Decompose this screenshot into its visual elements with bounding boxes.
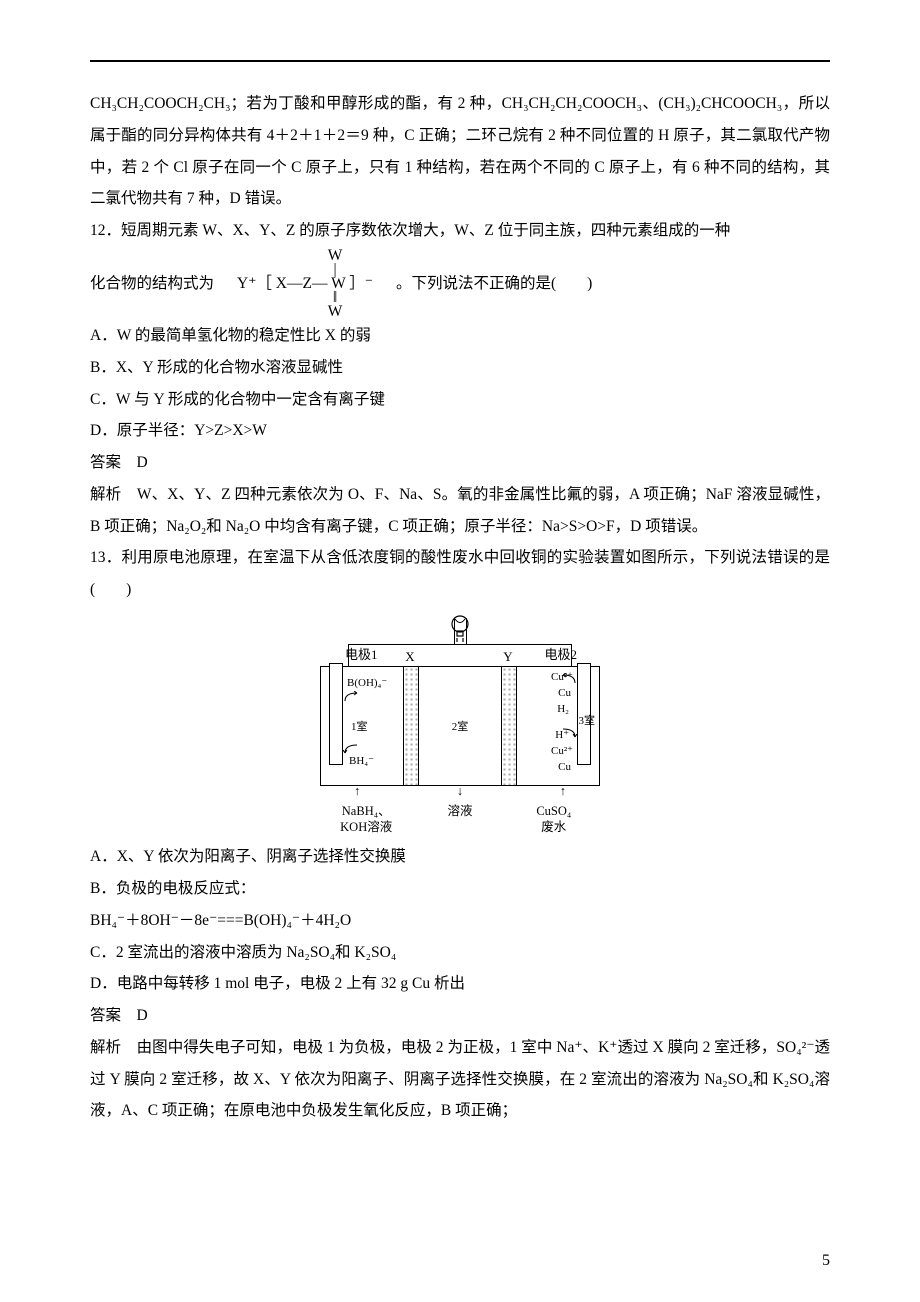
q13-stem: 13．利用原电池原理，在室温下从含低浓度铜的酸性废水中回收铜的实验装置如图所示，… [90, 542, 830, 606]
ch3-label: 3室 [579, 715, 596, 728]
chamber-3: 电极2 Cu²⁺ Cu H₂ 3室 H⁺ Cu²⁺ Cu [517, 667, 599, 785]
q12-stem-prefix: 化合物的结构式为 [90, 268, 214, 300]
q13-opt-b-eq: BH₄⁻＋8OH⁻－8e⁻===B(OH)₄⁻＋4H₂O [90, 905, 830, 937]
q13-opt-c: C．2 室流出的溶液中溶质为 Na₂SO₄和 K₂SO₄ [90, 937, 830, 969]
electrode-2 [577, 663, 591, 765]
below-mid-text: 溶液 [414, 804, 506, 820]
q13-opt-b: B．负极的电极反应式： [90, 873, 830, 905]
below-labels: NaBH₄、 KOH溶液 溶液 CuSO₄ 废水 [320, 804, 600, 835]
formula-bot: W [328, 303, 343, 320]
arrow-icon-2 [559, 727, 577, 739]
chamber-2: 2室 [419, 667, 501, 785]
below-left-l1: NaBH₄、 [320, 804, 412, 820]
outlet-arrows: ↑ ↓ ↑ [320, 786, 600, 798]
q12-answer: 答案 D [90, 447, 830, 479]
below-mid: 溶液 [414, 804, 506, 835]
diagram-container: 电极1 B(OH)₄⁻ 1室 BH₄⁻ X [305, 614, 615, 835]
bulb-icon [305, 614, 615, 642]
membrane-x-label: X [403, 649, 417, 665]
q12-stem-suffix: 。下列说法不正确的是( ) [396, 268, 592, 300]
arrow-down-icon [343, 743, 361, 755]
arrow-up-icon-2: ↑ [354, 784, 360, 799]
below-right-l1: CuSO₄ [508, 804, 600, 820]
membrane-y [501, 667, 517, 785]
ch1-boh4: B(OH)₄⁻ [347, 677, 387, 690]
below-left: NaBH₄、 KOH溶液 [320, 804, 412, 835]
q12-structural-formula: W | Y⁺［ X—Z— W ］⁻ ‖ W [220, 247, 390, 320]
q13-diagram: 电极1 B(OH)₄⁻ 1室 BH₄⁻ X [90, 614, 830, 835]
prev-explanation-tail: CH₃CH₂COOCH₂CH₃；若为丁酸和甲醇形成的酯，有 2 种，CH₃CH₂… [90, 88, 830, 215]
q13-explanation: 解析 由图中得失电子可知，电极 1 为负极，电极 2 为正极，1 室中 Na⁺、… [90, 1032, 830, 1127]
cell-body: 电极1 B(OH)₄⁻ 1室 BH₄⁻ X [320, 666, 600, 786]
ch2-label: 2室 [452, 721, 469, 734]
q13-opt-a: A．X、Y 依次为阳离子、阴离子选择性交换膜 [90, 841, 830, 873]
arrow-up-icon [343, 691, 361, 703]
chamber-1: 电极1 B(OH)₄⁻ 1室 BH₄⁻ [321, 667, 403, 785]
membrane-y-label: Y [501, 649, 515, 665]
electrode1-label: 电极1 [345, 647, 378, 663]
ch3-h2: H₂ [557, 703, 569, 716]
below-right-l2: 废水 [508, 820, 600, 836]
arrow-down-icon-2: ↓ [457, 784, 463, 799]
electrode2-label: 电极2 [544, 647, 577, 663]
ch3-cu-bot: Cu [558, 761, 571, 774]
arrow-up-icon-3: ↑ [560, 784, 566, 799]
q13-answer: 答案 D [90, 1000, 830, 1032]
ch1-label: 1室 [351, 721, 368, 734]
q12-opt-a: A．W 的最简单氢化物的稳定性比 X 的弱 [90, 320, 830, 352]
q12-opt-b: B．X、Y 形成的化合物水溶液显碱性 [90, 352, 830, 384]
q12-opt-c: C．W 与 Y 形成的化合物中一定含有离子键 [90, 384, 830, 416]
cell-outer: 电极1 B(OH)₄⁻ 1室 BH₄⁻ X [320, 644, 600, 835]
ch3-cu-top: Cu [558, 687, 571, 700]
page: CH₃CH₂COOCH₂CH₃；若为丁酸和甲醇形成的酯，有 2 种，CH₃CH₂… [0, 0, 920, 1302]
ch1-bh4: BH₄⁻ [349, 755, 374, 768]
electrode-1 [329, 663, 343, 765]
below-left-l2: KOH溶液 [320, 820, 412, 836]
membrane-x [403, 667, 419, 785]
ch3-cu2-bot: Cu²⁺ [551, 745, 573, 758]
top-rule [90, 60, 830, 62]
q12-opt-d: D．原子半径：Y>Z>X>W [90, 415, 830, 447]
page-number: 5 [822, 1245, 830, 1278]
q12-explanation: 解析 W、X、Y、Z 四种元素依次为 O、F、Na、S。氧的非金属性比氟的弱，A… [90, 479, 830, 543]
q13-opt-d: D．电路中每转移 1 mol 电子，电极 2 上有 32 g Cu 析出 [90, 968, 830, 1000]
q12-stem-line1: 12．短周期元素 W、X、Y、Z 的原子序数依次增大，W、Z 位于同主族，四种元… [90, 215, 830, 247]
below-right: CuSO₄ 废水 [508, 804, 600, 835]
arrow-icon [559, 673, 577, 685]
q12-stem-line2: 化合物的结构式为 W | Y⁺［ X—Z— W ］⁻ ‖ W 。下列说法不正确的… [90, 247, 830, 320]
